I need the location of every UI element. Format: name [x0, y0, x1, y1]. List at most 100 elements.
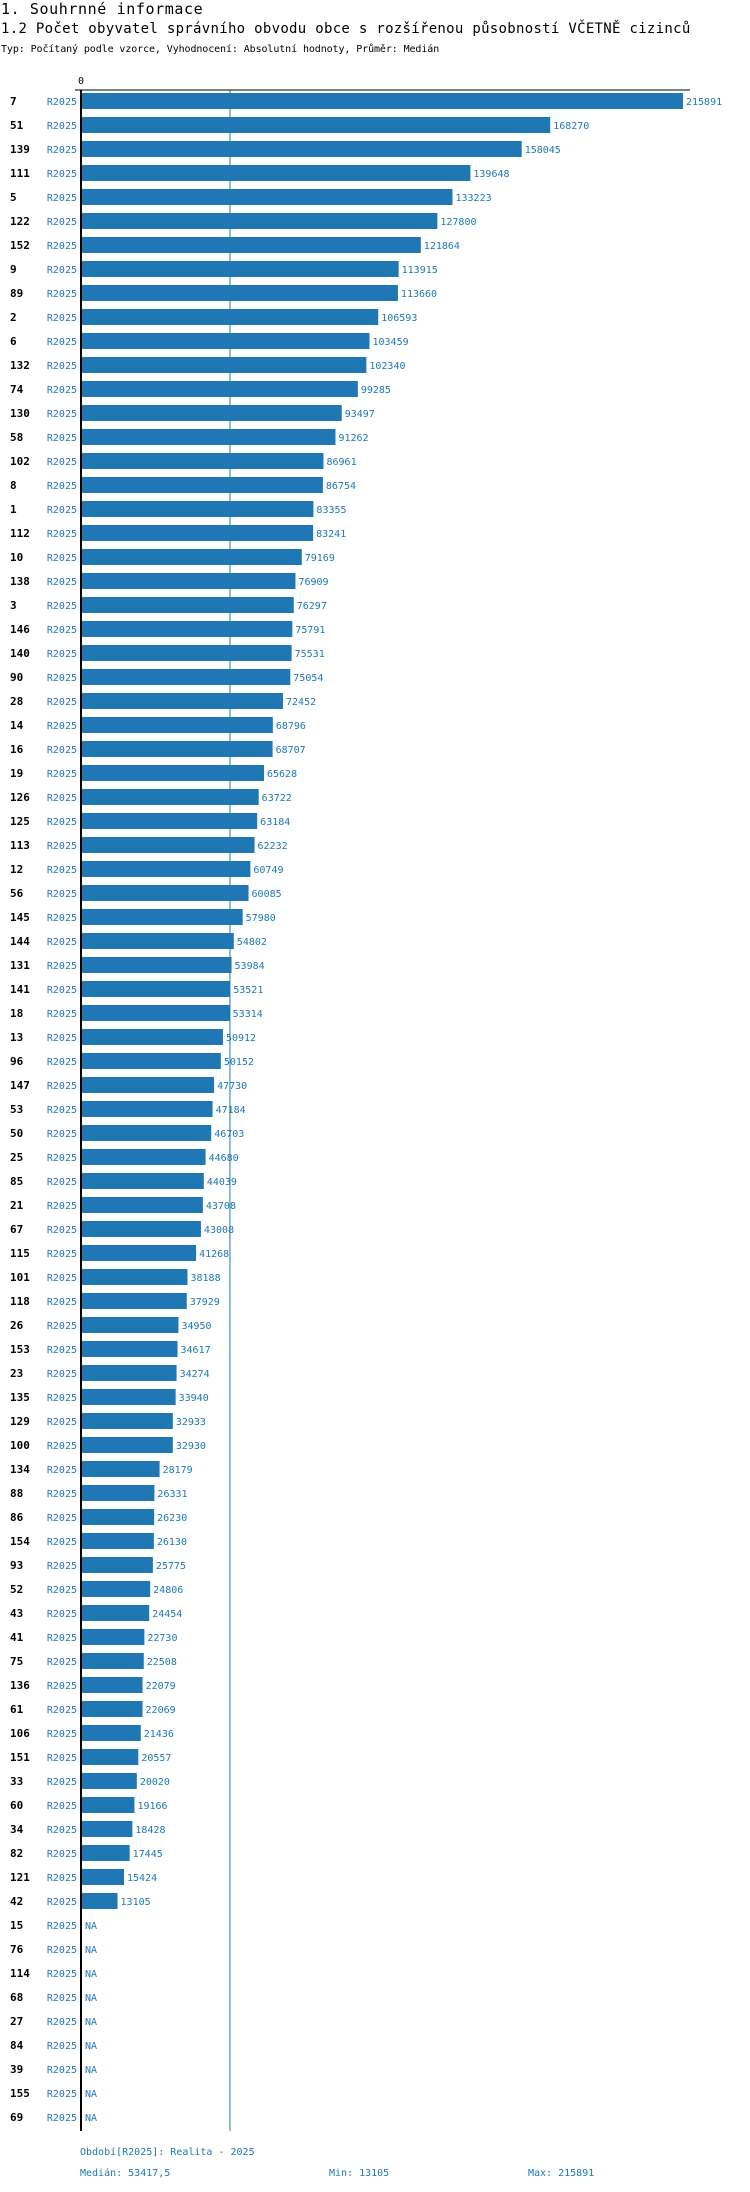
bar	[81, 1389, 176, 1405]
value-label: 25775	[156, 1561, 186, 1572]
value-label: 168270	[553, 121, 589, 132]
period-label: R2025	[47, 625, 77, 636]
bar	[81, 1365, 177, 1381]
value-label: 99285	[361, 385, 391, 396]
bar	[81, 837, 255, 853]
bar	[81, 1773, 137, 1789]
bar	[81, 1461, 160, 1477]
row-id-label: 147	[10, 1079, 30, 1092]
row-id-label: 111	[10, 167, 30, 180]
bar	[81, 1125, 212, 1141]
value-label: 76297	[297, 601, 327, 612]
period-label: R2025	[47, 1849, 77, 1860]
period-label: R2025	[47, 1753, 77, 1764]
period-label: R2025	[47, 1681, 77, 1692]
period-label: R2025	[47, 289, 77, 300]
bar	[81, 741, 273, 757]
period-label: R2025	[47, 1153, 77, 1164]
period-label: R2025	[47, 1393, 77, 1404]
value-label: 63722	[262, 793, 292, 804]
row-id-label: 18	[10, 1007, 23, 1020]
bar	[81, 357, 367, 373]
bar	[81, 717, 273, 733]
value-label: 46703	[214, 1129, 244, 1140]
value-label: 60749	[253, 865, 283, 876]
bar	[81, 549, 302, 565]
value-label: 47184	[216, 1105, 246, 1116]
period-label: R2025	[47, 769, 77, 780]
bar	[81, 1605, 150, 1621]
bar	[81, 1221, 201, 1237]
bar	[81, 1005, 230, 1021]
row-id-label: 13	[10, 1031, 23, 1044]
period-label: R2025	[47, 913, 77, 924]
row-id-label: 101	[10, 1271, 30, 1284]
period-label: R2025	[47, 961, 77, 972]
row-id-label: 15	[10, 1919, 23, 1932]
row-id-label: 1	[10, 503, 17, 516]
period-label: R2025	[47, 1033, 77, 1044]
period-label: R2025	[47, 313, 77, 324]
row-id-label: 12	[10, 863, 23, 876]
bar	[81, 501, 314, 517]
period-label: R2025	[47, 2065, 77, 2076]
value-label: NA	[85, 2065, 97, 2076]
value-label: 102340	[369, 361, 405, 372]
period-label: R2025	[47, 1225, 77, 1236]
value-label: 86754	[326, 481, 356, 492]
period-label: R2025	[47, 1441, 77, 1452]
bar	[81, 333, 370, 349]
period-label: R2025	[47, 1537, 77, 1548]
row-id-label: 151	[10, 1751, 30, 1764]
period-label: R2025	[47, 1873, 77, 1884]
row-id-label: 90	[10, 671, 23, 684]
row-id-label: 145	[10, 911, 30, 924]
bar	[81, 597, 294, 613]
row-id-label: 84	[10, 2039, 24, 2052]
bar	[81, 789, 259, 805]
row-id-label: 114	[10, 1967, 30, 1980]
bar	[81, 1749, 139, 1765]
value-label: 83241	[316, 529, 346, 540]
row-id-label: 106	[10, 1727, 30, 1740]
bar	[81, 1341, 178, 1357]
bar	[81, 1581, 151, 1597]
period-label: R2025	[47, 1417, 77, 1428]
value-label: 113660	[401, 289, 437, 300]
value-label: 22730	[147, 1633, 177, 1644]
value-label: 26130	[157, 1537, 187, 1548]
bar	[81, 1317, 179, 1333]
row-id-label: 53	[10, 1103, 23, 1116]
period-label: R2025	[47, 1777, 77, 1788]
row-id-label: 42	[10, 1895, 23, 1908]
row-id-label: 155	[10, 2087, 30, 2100]
period-label: R2025	[47, 673, 77, 684]
period-label: R2025	[47, 745, 77, 756]
period-label: R2025	[47, 361, 77, 372]
row-id-label: 86	[10, 1511, 24, 1524]
value-label: 26230	[157, 1513, 187, 1524]
row-id-label: 28	[10, 695, 23, 708]
period-label: R2025	[47, 1801, 77, 1812]
value-label: 215891	[686, 97, 722, 108]
bar	[81, 813, 258, 829]
value-label: 53314	[233, 1009, 263, 1020]
value-label: 43708	[206, 1201, 236, 1212]
bar	[81, 1893, 118, 1909]
value-label: 75791	[295, 625, 325, 636]
period-label: R2025	[47, 793, 77, 804]
bar	[81, 909, 243, 925]
value-label: 13105	[121, 1897, 151, 1908]
row-id-label: 144	[10, 935, 30, 948]
row-id-label: 96	[10, 1055, 24, 1068]
bar	[81, 1197, 203, 1213]
period-label: R2025	[47, 337, 77, 348]
row-id-label: 50	[10, 1127, 23, 1140]
row-id-label: 69	[10, 2111, 23, 2124]
period-label: R2025	[47, 1273, 77, 1284]
bar	[81, 957, 232, 973]
bar	[81, 189, 453, 205]
value-label: 75054	[293, 673, 323, 684]
period-label: R2025	[47, 265, 77, 276]
